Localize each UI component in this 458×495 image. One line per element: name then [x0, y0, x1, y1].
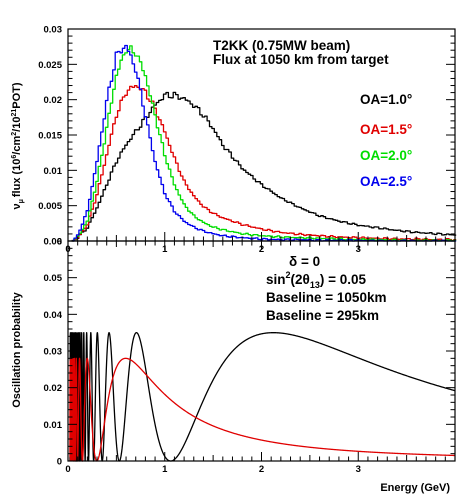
- annotation-theta: sin2(2θ13) = 0.05: [266, 270, 367, 290]
- x-tick-label: 1: [162, 464, 168, 475]
- y-tick-label: 0.01: [44, 166, 63, 177]
- y-tick-label: 0.06: [44, 237, 63, 248]
- flux-line-oa-1-0: [71, 91, 457, 242]
- y-tick-label: 0.03: [44, 25, 63, 36]
- probability-panel: 00.010.020.030.040.050.060 1 2 3 δ = 0 sin2…: [11, 237, 456, 494]
- x-tick-label: 2: [259, 464, 264, 475]
- probability-line-295km: [69, 357, 455, 462]
- probability-xlabel: Energy (GeV): [380, 482, 450, 494]
- flux-line-oa-2-5: [71, 44, 457, 242]
- flux-title: T2KK (0.75MW beam): [213, 38, 350, 53]
- legend-oa-2-5: OA=2.5°: [360, 174, 412, 189]
- x-tick-label: 3: [356, 464, 361, 475]
- legend-baseline-1050: Baseline = 1050km: [266, 290, 386, 305]
- legend-baseline-295: Baseline = 295km: [266, 308, 379, 323]
- flux-curves: [71, 44, 457, 242]
- plot-frame: [67, 240, 456, 462]
- flux-line-oa-1-5: [71, 85, 457, 242]
- flux-ylabel: νμflux (106/cm2/1021POT): [11, 82, 25, 209]
- probability-line-1050km: [69, 332, 455, 462]
- probability-axes: 00.010.020.030.040.050.060 1 2 3: [44, 237, 456, 475]
- y-tick-label: 0.02: [44, 95, 63, 106]
- y-tick-label: 0.01: [44, 420, 63, 431]
- y-tick-label: 0: [57, 457, 62, 468]
- y-tick-label: 0: [57, 237, 62, 248]
- legend-oa-2-0: OA=2.0°: [360, 148, 412, 163]
- probability-curves: [69, 332, 455, 462]
- flux-line-oa-2-0: [71, 45, 457, 242]
- flux-subtitle: Flux at 1050 km from target: [213, 52, 389, 67]
- y-tick-label: 0.02: [44, 383, 63, 394]
- y-tick-label: 0.04: [44, 310, 63, 321]
- annotation-delta: δ = 0: [289, 254, 320, 269]
- legend-oa-1-0: OA=1.0°: [360, 92, 412, 107]
- y-tick-label: 0.005: [38, 201, 62, 212]
- y-tick-label: 0.03: [44, 347, 63, 358]
- y-tick-label: 0.025: [38, 60, 62, 71]
- probability-ylabel: Oscillation probability: [11, 291, 23, 407]
- x-tick-label: 0: [65, 464, 70, 475]
- y-tick-label: 0.015: [38, 131, 62, 142]
- y-tick-label: 0.05: [44, 273, 63, 284]
- legend-oa-1-5: OA=1.5°: [360, 122, 412, 137]
